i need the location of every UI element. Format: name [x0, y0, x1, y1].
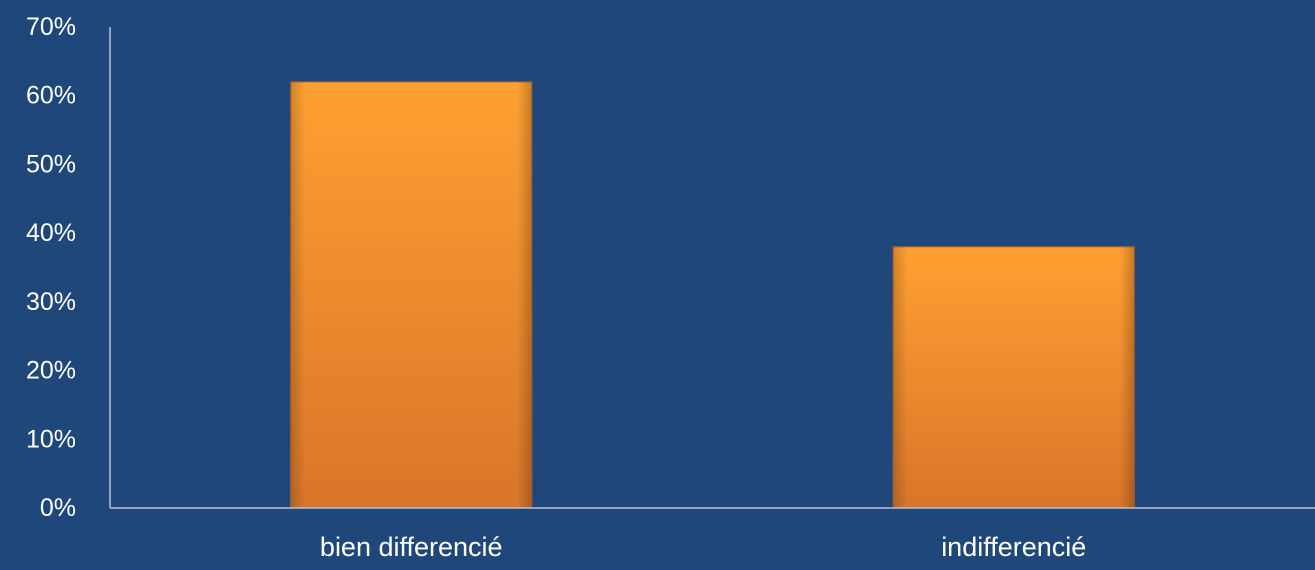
bar-edge-shade: [290, 81, 532, 508]
y-tick-label: 0%: [40, 494, 76, 522]
y-tick-label: 10%: [26, 425, 76, 453]
x-axis-labels: bien differencié indifferencié: [320, 532, 1086, 562]
y-tick-label: 40%: [26, 219, 76, 247]
y-tick-label: 60%: [26, 82, 76, 110]
y-tick-label: 50%: [26, 150, 76, 178]
x-category-label: bien differencié: [320, 532, 503, 562]
y-tick-label: 20%: [26, 357, 76, 385]
y-axis-ticks: 0% 10% 20% 30% 40% 50% 60% 70%: [26, 13, 76, 522]
bar: [290, 81, 533, 509]
bar: [892, 246, 1135, 509]
bar-edge-shade: [893, 246, 1135, 508]
y-tick-label: 30%: [26, 288, 76, 316]
x-category-label: indifferencié: [941, 532, 1086, 562]
y-tick-label: 70%: [26, 13, 76, 41]
bars: [290, 81, 1135, 509]
